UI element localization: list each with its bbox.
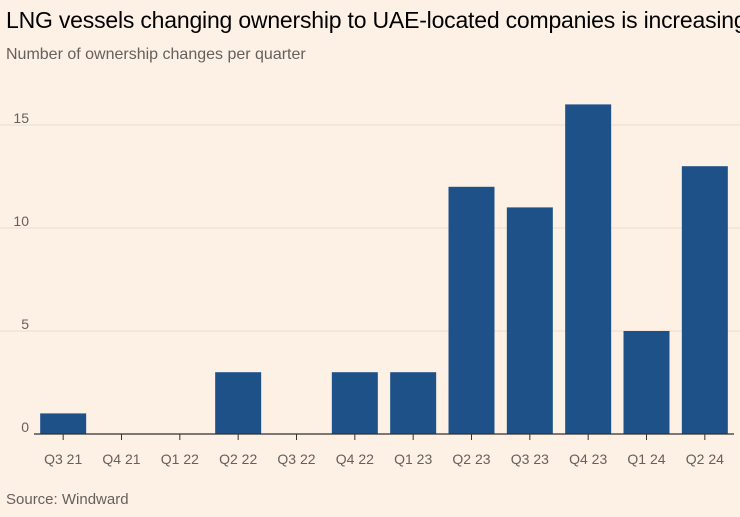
bar-q3-21 xyxy=(40,413,87,434)
bar-q4-23 xyxy=(565,104,612,435)
y-tick-label: 10 xyxy=(13,213,29,229)
x-tick-label: Q2 22 xyxy=(219,451,257,467)
x-tick-label: Q1 23 xyxy=(394,451,432,467)
chart-subtitle: Number of ownership changes per quarter xyxy=(6,46,306,63)
bar-q1-23 xyxy=(390,372,437,434)
x-tick-label: Q3 23 xyxy=(511,451,549,467)
y-tick-label: 5 xyxy=(21,316,29,332)
bar-q2-23 xyxy=(448,186,495,434)
chart-source: Source: Windward xyxy=(6,491,129,508)
chart-title: LNG vessels changing ownership to UAE-lo… xyxy=(6,7,740,33)
x-tick-label: Q1 24 xyxy=(627,451,665,467)
bar-q2-22 xyxy=(215,372,262,434)
bar-q3-23 xyxy=(506,207,553,434)
x-axis-ticks: Q3 21 Q4 21 Q1 22 Q2 22 Q3 22 Q4 22 Q1 23 Q2 23… xyxy=(44,434,724,467)
bar-q4-22 xyxy=(331,372,378,434)
bar-q1-24 xyxy=(623,331,670,434)
x-tick-label: Q1 22 xyxy=(161,451,199,467)
x-tick-label: Q4 21 xyxy=(102,451,140,467)
y-tick-label: 0 xyxy=(21,419,29,435)
x-tick-label: Q4 22 xyxy=(336,451,374,467)
x-tick-label: Q4 23 xyxy=(569,451,607,467)
x-tick-label: Q3 22 xyxy=(277,451,315,467)
x-tick-label: Q3 21 xyxy=(44,451,82,467)
bar-q2-24 xyxy=(681,166,728,434)
y-tick-label: 15 xyxy=(13,110,29,126)
x-tick-label: Q2 24 xyxy=(686,451,724,467)
bars xyxy=(40,104,728,435)
y-axis-ticks: 0 5 10 15 xyxy=(13,110,29,435)
x-tick-label: Q2 23 xyxy=(452,451,490,467)
gridlines xyxy=(0,124,740,332)
